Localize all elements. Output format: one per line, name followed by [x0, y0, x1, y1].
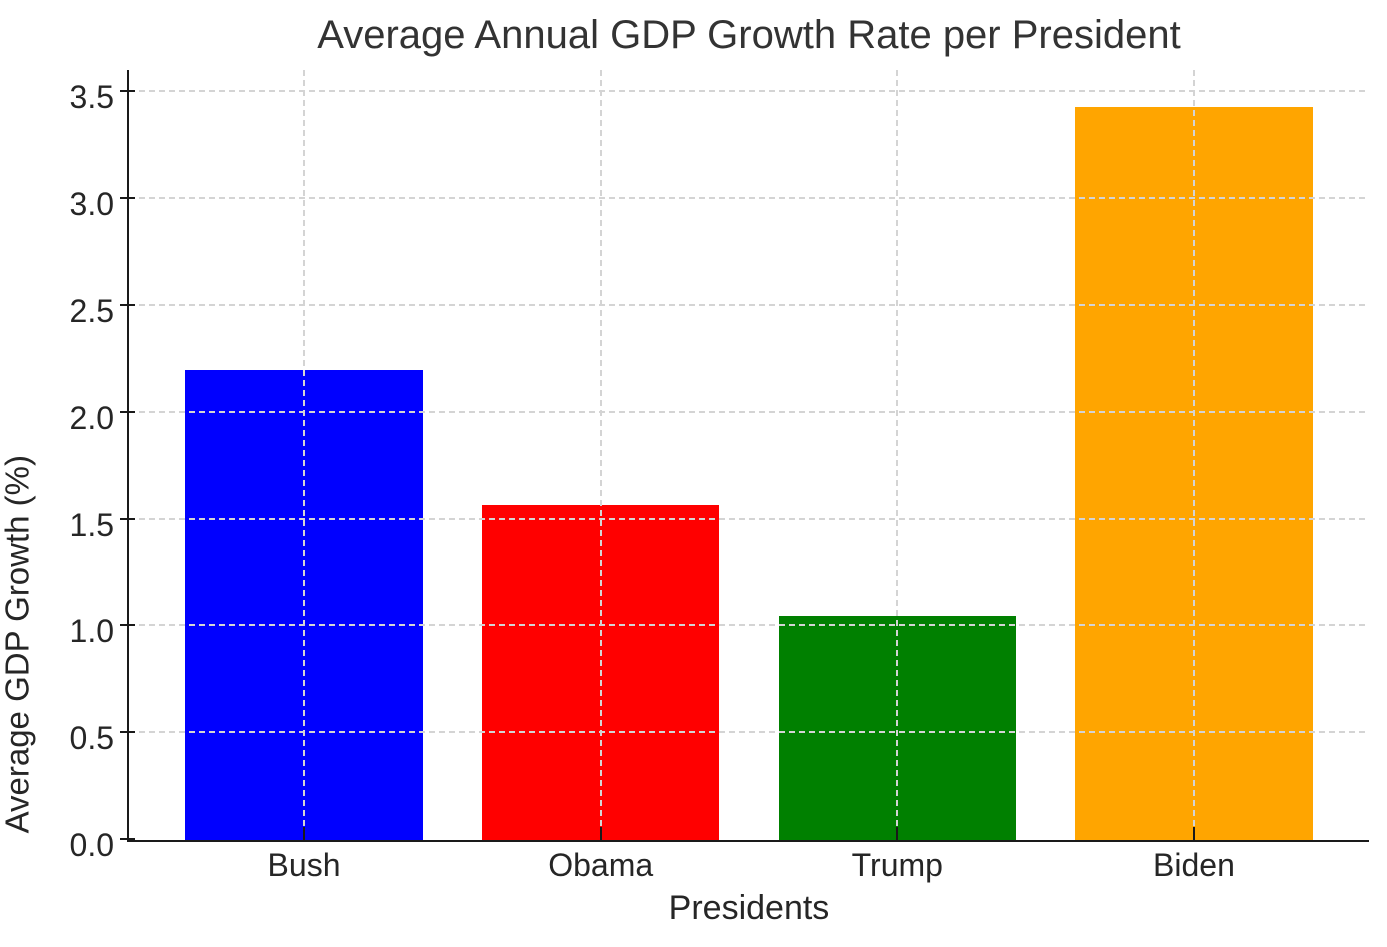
- y-tick-label: 1.5: [69, 506, 114, 543]
- y-tick-label: 2.0: [69, 399, 114, 436]
- y-tick-mark: [120, 303, 135, 306]
- h-gridline: [129, 303, 1369, 306]
- y-axis-label-text: Average GDP Growth (%): [0, 454, 35, 834]
- y-tick-label: 3.0: [69, 186, 114, 223]
- v-gridline: [1192, 70, 1195, 840]
- x-tick-mark: [599, 827, 602, 840]
- y-tick-mark: [120, 90, 135, 93]
- v-gridline: [599, 70, 602, 840]
- x-tick-label-obama: Obama: [548, 847, 654, 883]
- y-tick-mark: [120, 731, 135, 734]
- h-gridline: [129, 410, 1369, 413]
- x-tick-label-bush: Bush: [267, 847, 341, 883]
- h-gridline: [129, 90, 1369, 93]
- v-gridline: [896, 70, 899, 840]
- y-tick-label: 3.5: [69, 79, 114, 116]
- y-tick-label: 1.0: [69, 613, 114, 650]
- h-gridline: [129, 517, 1369, 520]
- x-tick-mark: [1192, 827, 1195, 840]
- x-tick-mark: [303, 827, 306, 840]
- y-tick-mark: [120, 197, 135, 200]
- y-tick-mark: [120, 624, 135, 627]
- chart-title: Average Annual GDP Growth Rate per Presi…: [317, 13, 1181, 57]
- h-gridline: [129, 197, 1369, 200]
- x-axis-label: Presidents: [668, 889, 830, 927]
- y-tick-label: 2.5: [69, 292, 114, 329]
- h-gridline: [129, 731, 1369, 734]
- plot-area: [120, 70, 1369, 842]
- x-tick-mark: [896, 827, 899, 840]
- h-gridline: [129, 624, 1369, 627]
- v-gridline: [303, 70, 306, 840]
- y-tick-label: 0.5: [69, 720, 114, 757]
- y-tick-mark: [120, 517, 135, 520]
- y-tick-mark: [120, 838, 135, 840]
- x-tick-label-trump: Trump: [851, 847, 943, 883]
- x-tick-label-biden: Biden: [1153, 847, 1235, 883]
- y-tick-label: 0.0: [69, 827, 114, 863]
- y-tick-mark: [120, 410, 135, 413]
